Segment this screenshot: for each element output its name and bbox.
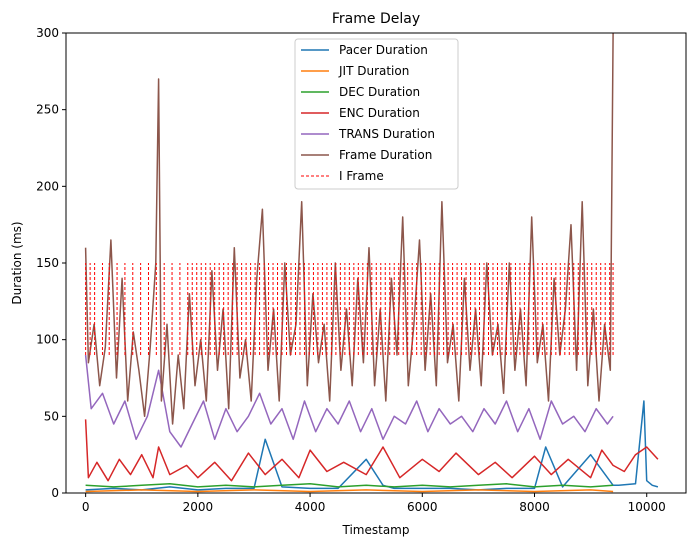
pacer-duration-line [85, 400, 659, 491]
x-tick-label: 0 [82, 500, 90, 514]
x-axis: 0 2000 4000 6000 8000 10000 [82, 493, 666, 514]
series-layer [84, 33, 659, 493]
legend: Pacer Duration JIT Duration DEC Duration EN… [294, 38, 459, 190]
y-axis-label: Duration (ms) [10, 221, 24, 304]
jit-duration-line [85, 489, 614, 493]
y-tick-label: 200 [36, 179, 59, 193]
x-tick-label: 2000 [183, 500, 214, 514]
chart-title: Frame Delay [332, 11, 420, 27]
y-tick-label: 50 [44, 409, 59, 423]
legend-label: ENC Duration [339, 106, 420, 120]
x-axis-label: Timestamp [342, 523, 410, 537]
x-tick-label: 6000 [407, 500, 438, 514]
enc-duration-line [84, 419, 659, 482]
legend-label: I Frame [339, 169, 384, 183]
legend-label: DEC Duration [339, 85, 420, 99]
legend-box [294, 38, 459, 190]
dec-duration-line [85, 483, 614, 488]
y-tick-label: 250 [36, 103, 59, 117]
x-tick-label: 10000 [628, 500, 666, 514]
y-tick-label: 150 [36, 256, 59, 270]
y-axis: 0 50 100 150 200 250 300 [36, 26, 66, 500]
x-tick-label: 4000 [295, 500, 326, 514]
y-tick-label: 0 [51, 486, 59, 500]
x-tick-label: 8000 [519, 500, 550, 514]
y-tick-label: 300 [36, 26, 59, 40]
legend-label: Pacer Duration [339, 43, 428, 57]
trans-duration-line [84, 354, 614, 448]
legend-label: JIT Duration [338, 64, 409, 78]
legend-label: Frame Duration [339, 148, 432, 162]
frame-duration-line [84, 33, 614, 425]
legend-label: TRANS Duration [338, 127, 435, 141]
y-tick-label: 100 [36, 333, 59, 347]
